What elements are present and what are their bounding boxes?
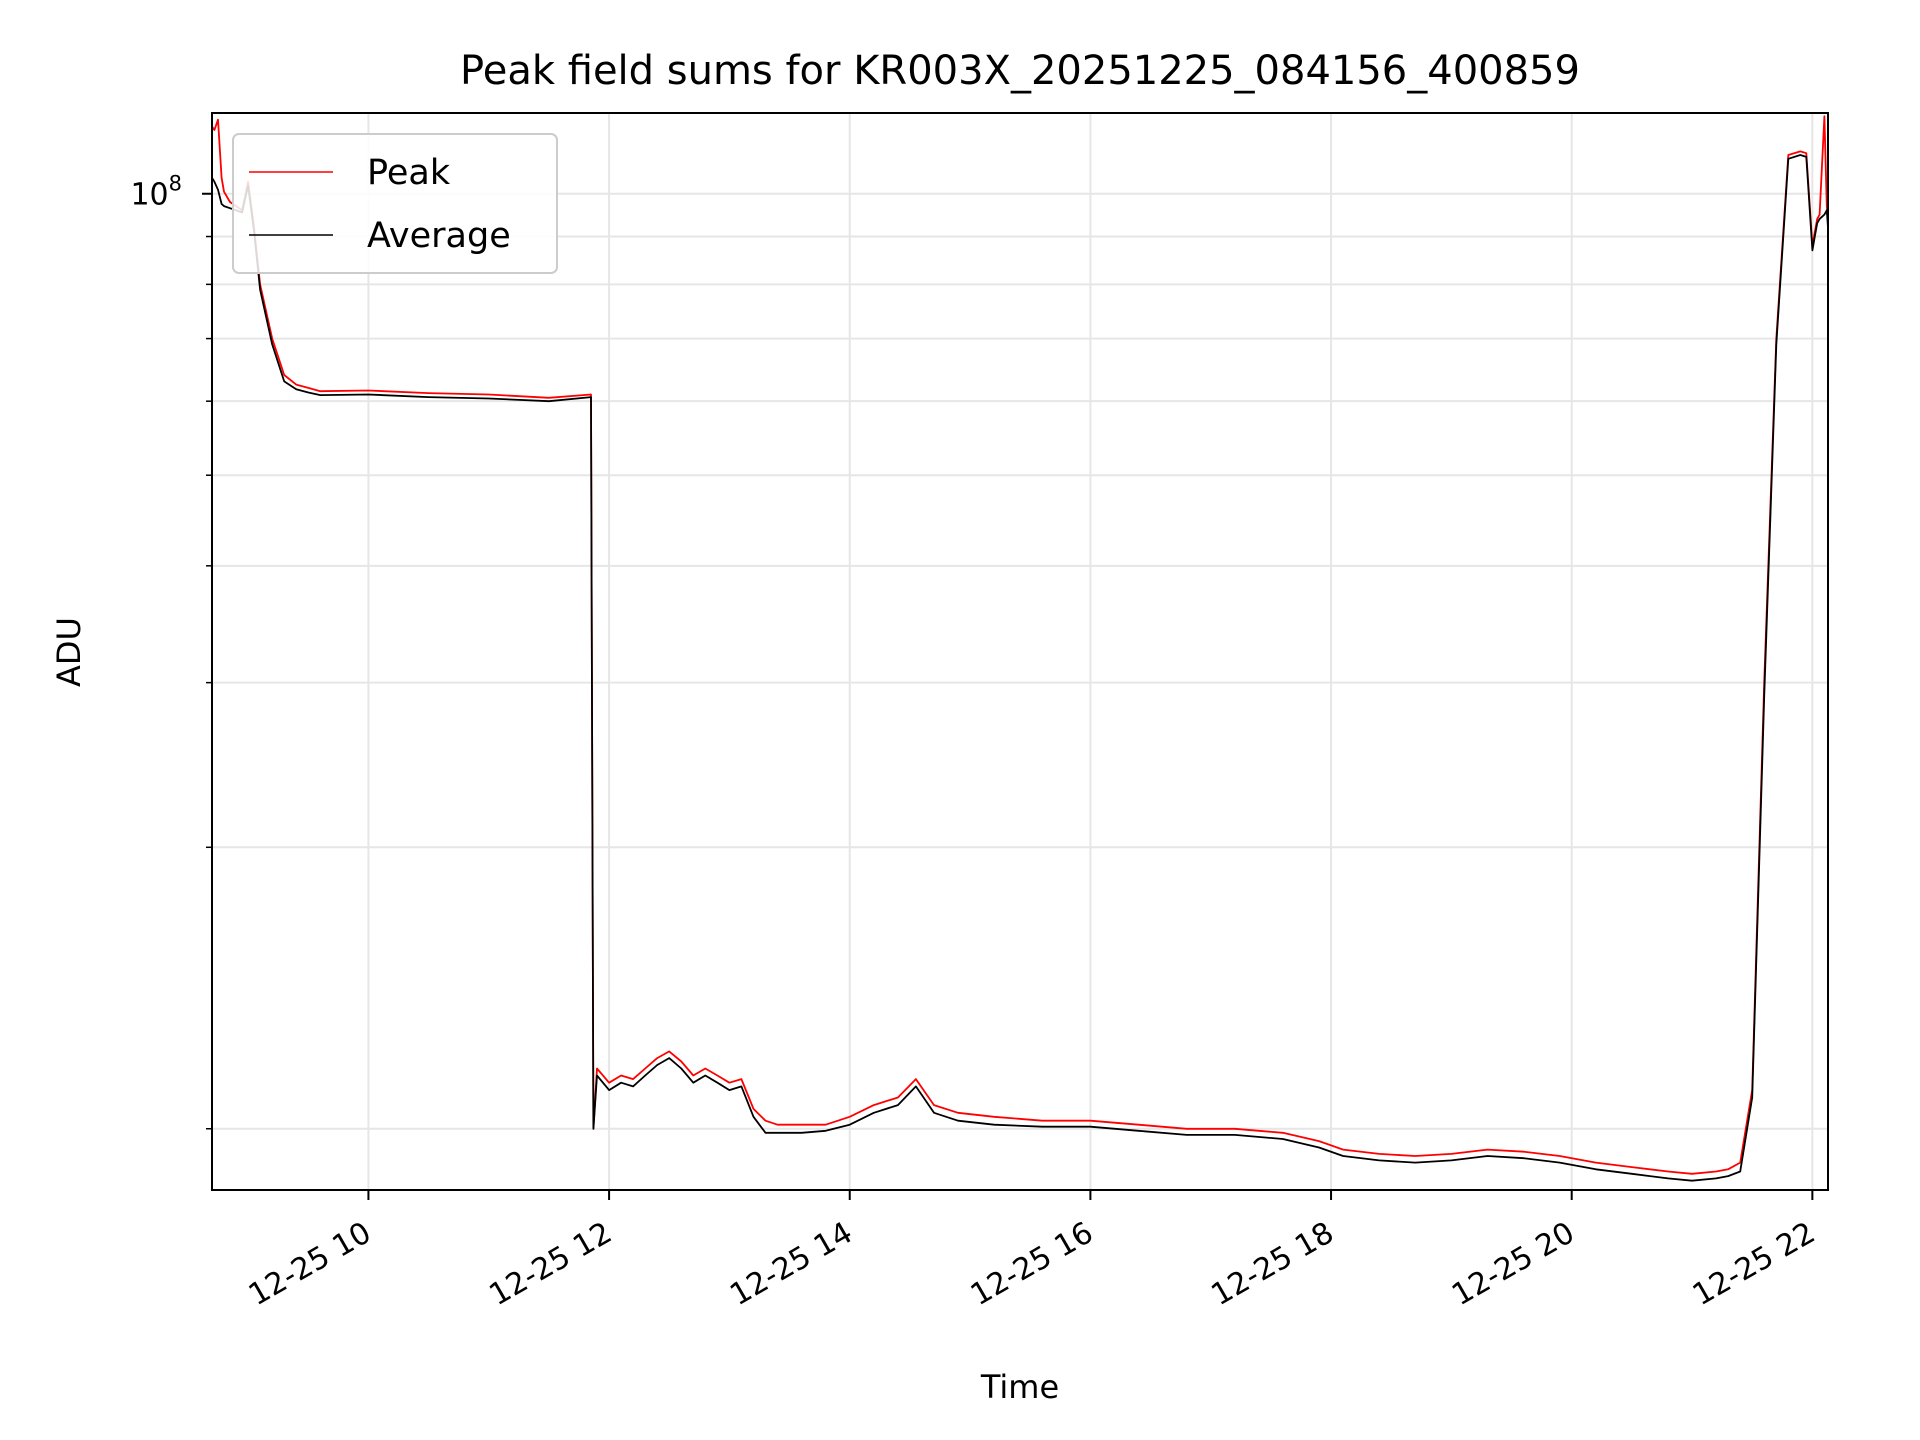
legend-label-average: Average <box>367 216 511 256</box>
x-axis: 12-25 10 12-25 12 12-25 14 12-25 16 12-25 18… <box>243 1190 1821 1313</box>
series-line-peak <box>212 115 1828 1175</box>
legend-box <box>232 133 558 274</box>
x-tick-label: 12-25 14 <box>724 1215 858 1313</box>
x-tick-label: 12-25 20 <box>1446 1215 1580 1313</box>
x-axis-label: Time <box>980 1368 1059 1406</box>
y-axis-label: ADU <box>50 617 88 687</box>
chart-title: Peak field sums for KR003X_20251225_0841… <box>460 48 1580 94</box>
y-axis: 108 <box>130 172 212 1130</box>
x-tick-label: 12-25 18 <box>1206 1215 1340 1313</box>
x-tick-label: 12-25 12 <box>484 1215 618 1313</box>
legend: Peak Average <box>232 133 558 274</box>
x-tick-label: 12-25 22 <box>1687 1215 1821 1313</box>
legend-label-peak: Peak <box>367 153 451 193</box>
series-line-average <box>212 154 1828 1182</box>
grid <box>212 113 1828 1190</box>
x-tick-label: 12-25 10 <box>243 1215 377 1313</box>
y-tick-label: 108 <box>130 172 182 213</box>
series-layer <box>212 115 1828 1182</box>
plot-frame <box>211 112 1829 1191</box>
x-tick-label: 12-25 16 <box>965 1215 1099 1313</box>
